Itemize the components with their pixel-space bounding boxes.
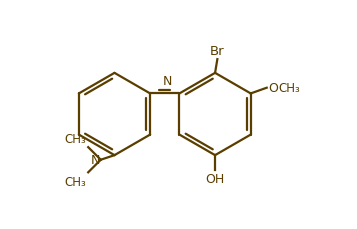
Text: N: N <box>162 75 172 88</box>
Text: Br: Br <box>210 45 225 58</box>
Text: CH₃: CH₃ <box>278 82 300 95</box>
Text: O: O <box>268 82 278 95</box>
Text: CH₃: CH₃ <box>65 132 86 145</box>
Text: OH: OH <box>205 172 225 185</box>
Text: N: N <box>90 154 100 166</box>
Text: CH₃: CH₃ <box>65 175 86 188</box>
